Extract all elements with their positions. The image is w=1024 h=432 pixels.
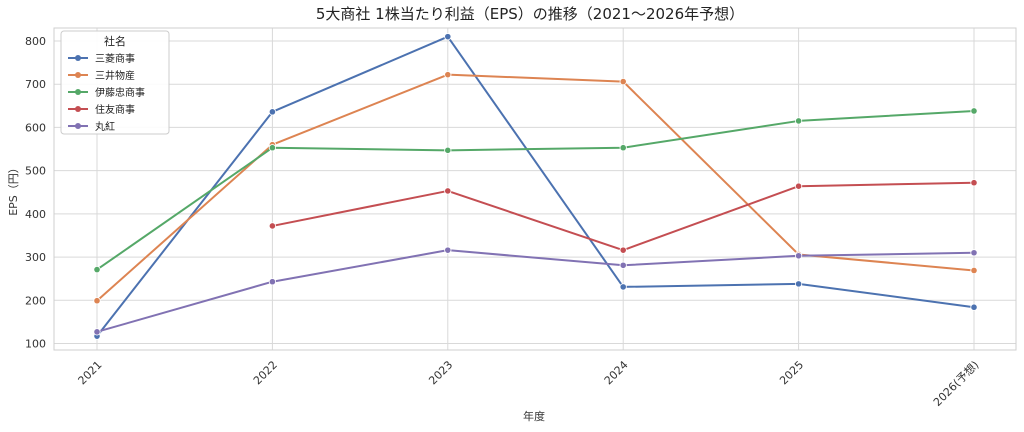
data-point xyxy=(619,77,627,86)
series-1 xyxy=(93,33,978,340)
data-point xyxy=(619,283,627,291)
y-tick-labels: 100 200 300 400 500 600 700 800 xyxy=(25,35,46,351)
legend-label: 三井物産 xyxy=(95,69,135,82)
y-tick-label: 600 xyxy=(25,121,46,134)
legend-swatch-marker xyxy=(75,106,81,112)
legend-swatch-marker xyxy=(75,72,81,78)
x-tick-label: 2025 xyxy=(777,358,806,387)
data-point xyxy=(93,297,101,305)
data-point xyxy=(794,280,803,288)
series-4 xyxy=(268,179,978,254)
series-5 xyxy=(93,246,978,336)
legend-label: 伊藤忠商事 xyxy=(95,86,145,99)
data-point xyxy=(794,252,803,260)
y-tick-label: 800 xyxy=(25,35,46,48)
y-tick-label: 300 xyxy=(25,251,46,264)
series-line xyxy=(96,249,975,333)
legend-label: 三菱商事 xyxy=(95,52,135,65)
plot-frame xyxy=(53,27,1017,351)
x-tick-label: 2022 xyxy=(251,358,280,387)
data-point xyxy=(268,144,276,152)
data-point xyxy=(93,266,101,274)
data-point xyxy=(268,278,276,286)
data-point xyxy=(794,117,803,125)
data-point xyxy=(970,249,978,257)
series-2 xyxy=(93,71,978,305)
y-tick-label: 500 xyxy=(25,165,46,178)
series-3 xyxy=(93,107,978,274)
x-tick-label: 2021 xyxy=(76,358,105,387)
x-tick-labels: 2021 2022 2023 2024 2025 2026(予想) xyxy=(76,358,982,409)
data-point xyxy=(619,261,627,269)
y-tick-label: 200 xyxy=(25,294,46,307)
chart-title: 5大商社 1株当たり利益（EPS）の推移（2021〜2026年予想） xyxy=(316,5,744,23)
x-tick-label: 2023 xyxy=(426,358,455,387)
data-point xyxy=(268,222,276,230)
x-tick-label: 2026(予想) xyxy=(930,358,981,409)
grid-layer xyxy=(54,28,1016,350)
data-point xyxy=(794,182,803,190)
data-point xyxy=(93,328,101,336)
legend-swatch-marker xyxy=(75,123,81,129)
y-axis-label: EPS（円） xyxy=(7,162,20,216)
x-tick-label: 2024 xyxy=(602,358,631,387)
x-axis-label: 年度 xyxy=(523,409,545,423)
data-point xyxy=(444,246,452,254)
series-line xyxy=(96,109,975,271)
data-point xyxy=(970,179,978,187)
data-point xyxy=(619,246,627,254)
data-point xyxy=(970,303,978,311)
data-point xyxy=(444,187,452,195)
legend-label: 丸紅 xyxy=(95,120,115,133)
legend-title: 社名 xyxy=(104,34,126,48)
legend-swatch-marker xyxy=(75,89,81,95)
data-point xyxy=(444,33,452,41)
data-point xyxy=(444,146,452,154)
y-tick-label: 700 xyxy=(25,78,46,91)
y-tick-label: 400 xyxy=(25,208,46,221)
data-point xyxy=(268,108,276,116)
data-point xyxy=(619,144,627,152)
legend-swatch-marker xyxy=(75,55,81,61)
data-point xyxy=(444,71,452,79)
data-point xyxy=(970,266,978,275)
y-tick-label: 100 xyxy=(25,338,46,351)
data-point xyxy=(970,107,978,115)
series-line xyxy=(96,73,975,302)
series-line xyxy=(96,35,975,338)
legend-label: 住友商事 xyxy=(95,103,135,116)
series-layer xyxy=(93,33,978,340)
